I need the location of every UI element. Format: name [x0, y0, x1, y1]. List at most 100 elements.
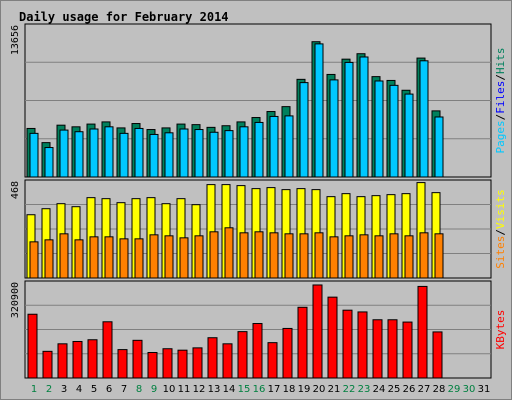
bar-files-day-20 — [314, 43, 324, 178]
day-label-14: 14 — [223, 384, 236, 395]
bar-kbytes-day-25 — [387, 319, 398, 379]
bar-kbytes-day-13 — [207, 337, 218, 379]
bar-files-day-21 — [329, 79, 339, 178]
bar-sites-day-9 — [149, 234, 159, 279]
day-label-8: 8 — [136, 384, 142, 395]
day-label-23: 23 — [358, 384, 371, 395]
day-label-11: 11 — [178, 384, 191, 395]
day-label-24: 24 — [373, 384, 386, 395]
day-label-5: 5 — [91, 384, 97, 395]
bar-kbytes-day-12 — [192, 347, 203, 379]
ymax-label-visitors: 468 — [10, 181, 21, 199]
day-label-30: 30 — [463, 384, 476, 395]
bar-files-day-28 — [434, 116, 444, 178]
bar-kbytes-day-21 — [327, 296, 338, 379]
bar-kbytes-day-2 — [42, 350, 53, 379]
bar-kbytes-day-18 — [282, 327, 293, 379]
day-label-1: 1 — [31, 384, 37, 395]
bar-kbytes-day-1 — [27, 313, 38, 379]
day-label-16: 16 — [253, 384, 266, 395]
bar-files-day-3 — [59, 129, 69, 178]
day-label-29: 29 — [448, 384, 461, 395]
bar-sites-day-12 — [194, 235, 204, 279]
bar-files-day-5 — [89, 128, 99, 178]
day-label-17: 17 — [268, 384, 281, 395]
day-label-20: 20 — [313, 384, 326, 395]
bar-sites-day-27 — [419, 232, 429, 279]
bar-kbytes-day-14 — [222, 343, 233, 379]
day-label-2: 2 — [46, 384, 52, 395]
legend-visitors: Sites/Visits — [494, 189, 507, 269]
day-label-21: 21 — [328, 384, 341, 395]
bar-files-day-16 — [254, 121, 264, 178]
chart-title: Daily usage for February 2014 — [19, 10, 229, 24]
day-label-19: 19 — [298, 384, 311, 395]
bar-sites-day-16 — [254, 231, 264, 279]
bar-sites-day-13 — [209, 231, 219, 279]
bar-files-day-7 — [119, 132, 129, 178]
bar-files-day-13 — [209, 131, 219, 178]
bar-files-day-17 — [269, 115, 279, 178]
bar-files-day-11 — [179, 128, 189, 178]
bar-files-day-23 — [359, 56, 369, 178]
bar-kbytes-day-16 — [252, 323, 263, 379]
bar-sites-day-11 — [179, 237, 189, 279]
bar-files-day-22 — [344, 61, 354, 178]
legend-separator: / — [494, 229, 507, 236]
day-label-18: 18 — [283, 384, 296, 395]
bar-kbytes-day-17 — [267, 342, 278, 379]
bar-files-day-1 — [29, 132, 39, 178]
legend-files: Files — [494, 81, 507, 114]
bar-sites-day-25 — [389, 233, 399, 279]
bar-sites-day-17 — [269, 232, 279, 279]
bar-sites-day-21 — [329, 236, 339, 279]
day-label-22: 22 — [343, 384, 356, 395]
day-label-3: 3 — [61, 384, 67, 395]
bar-kbytes-day-8 — [132, 339, 143, 379]
bar-files-day-9 — [149, 133, 159, 178]
bar-files-day-14 — [224, 130, 234, 178]
bar-files-day-26 — [404, 93, 414, 178]
bar-files-day-18 — [284, 115, 294, 178]
day-label-7: 7 — [121, 384, 127, 395]
bar-files-day-27 — [419, 60, 429, 178]
ymax-label-traffic: 13656 — [10, 25, 21, 55]
bar-sites-day-20 — [314, 232, 324, 279]
day-label-25: 25 — [388, 384, 401, 395]
day-label-6: 6 — [106, 384, 112, 395]
bar-kbytes-day-22 — [342, 309, 353, 379]
bar-sites-day-5 — [89, 236, 99, 279]
day-label-13: 13 — [208, 384, 221, 395]
bar-files-day-8 — [134, 127, 144, 178]
legend-separator: / — [494, 114, 507, 121]
legend-hits: Hits — [494, 48, 507, 75]
bar-sites-day-1 — [29, 241, 39, 279]
ymax-label-kbytes: 320900 — [10, 282, 21, 318]
bar-sites-day-26 — [404, 235, 414, 279]
legend-separator: / — [494, 74, 507, 81]
bar-kbytes-day-7 — [117, 349, 128, 379]
bar-sites-day-22 — [344, 235, 354, 279]
day-label-26: 26 — [403, 384, 416, 395]
bar-kbytes-day-28 — [432, 331, 443, 379]
bar-kbytes-day-19 — [297, 306, 308, 379]
bar-sites-day-6 — [104, 236, 114, 279]
bar-files-day-4 — [74, 131, 84, 178]
bar-kbytes-day-24 — [372, 319, 383, 379]
legend-pages: Pages — [494, 120, 507, 153]
day-label-4: 4 — [76, 384, 82, 395]
bar-sites-day-23 — [359, 234, 369, 279]
bar-sites-day-24 — [374, 235, 384, 279]
bar-sites-day-19 — [299, 233, 309, 279]
day-label-27: 27 — [418, 384, 431, 395]
legend-visits: Visits — [494, 189, 507, 229]
day-label-12: 12 — [193, 384, 206, 395]
bar-sites-day-18 — [284, 233, 294, 279]
day-label-28: 28 — [433, 384, 446, 395]
bar-files-day-19 — [299, 82, 309, 178]
day-label-10: 10 — [163, 384, 176, 395]
day-label-15: 15 — [238, 384, 251, 395]
bar-sites-day-28 — [434, 233, 444, 279]
bar-kbytes-day-6 — [102, 321, 113, 379]
